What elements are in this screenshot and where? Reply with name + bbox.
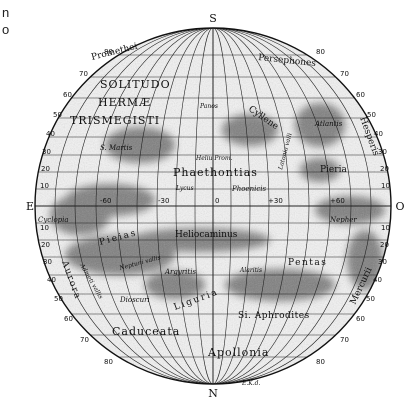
label-s-martis: S. Martis (100, 144, 133, 152)
svg-text:70: 70 (340, 70, 349, 78)
label-phaethontias: Phaethontias (173, 166, 258, 179)
svg-text:80: 80 (316, 358, 325, 366)
svg-text:40: 40 (47, 276, 56, 284)
svg-text:-30: -30 (158, 197, 169, 205)
latitude-labels-left: 10 20 30 40 50 60 70 80 10 20 30 40 50 6… (40, 48, 113, 366)
svg-text:60: 60 (356, 91, 365, 99)
graticule (35, 28, 391, 384)
label-nepher: Nepher (329, 216, 357, 224)
svg-text:30: 30 (378, 148, 387, 156)
label-hermae: HERMÆ (98, 96, 151, 109)
label-cyclopia: Cyclopia (38, 216, 69, 224)
svg-text:60: 60 (64, 315, 73, 323)
svg-text:60: 60 (63, 91, 72, 99)
cardinal-right: O (395, 200, 404, 213)
svg-text:70: 70 (80, 336, 89, 344)
label-heliu-prom: Heliu Prom. (195, 155, 233, 162)
label-alaritis: Alaritis (239, 267, 262, 274)
svg-text:80: 80 (104, 358, 113, 366)
svg-text:10: 10 (40, 224, 49, 232)
svg-text:40: 40 (46, 130, 55, 138)
cardinal-left: E (26, 200, 34, 213)
svg-text:+60: +60 (330, 197, 345, 205)
svg-text:0: 0 (215, 197, 219, 205)
svg-text:10: 10 (381, 182, 390, 190)
caption-fragment-line-2: o (2, 22, 10, 37)
svg-text:30: 30 (378, 258, 387, 266)
caption-fragment-line-1: n (2, 5, 10, 20)
label-trismegisti: TRISMEGISTI (70, 114, 160, 127)
cardinal-top: S (209, 12, 217, 25)
svg-text:20: 20 (41, 165, 50, 173)
label-caduceata: Caduceata (112, 325, 180, 338)
label-si-aphrodites: Si. Aphrodites (238, 311, 310, 321)
svg-text:20: 20 (380, 241, 389, 249)
svg-text:-60: -60 (100, 197, 111, 205)
label-solitudo: SOLITUDO (100, 78, 171, 91)
svg-text:40: 40 (374, 130, 383, 138)
label-heliocaminus: Heliocaminus (175, 230, 238, 240)
svg-text:70: 70 (340, 336, 349, 344)
svg-text:40: 40 (373, 276, 382, 284)
svg-text:60: 60 (356, 315, 365, 323)
label-dioscuri: Dioscuri (119, 296, 150, 304)
svg-text:50: 50 (367, 111, 376, 119)
label-panos: Panos (199, 103, 218, 110)
label-lycus: Lycus (175, 185, 194, 192)
label-atlantis: Atlantis (314, 120, 343, 128)
svg-text:20: 20 (41, 241, 50, 249)
cropped-caption-fragment: n o (2, 4, 9, 38)
svg-text:50: 50 (53, 111, 62, 119)
signature: E.K.d. (241, 380, 261, 387)
svg-text:10: 10 (381, 224, 390, 232)
svg-text:50: 50 (366, 295, 375, 303)
svg-text:80: 80 (316, 48, 325, 56)
latitude-labels-right: 10 20 30 40 50 60 70 80 10 20 30 40 50 6… (316, 48, 390, 366)
svg-text:10: 10 (40, 182, 49, 190)
svg-text:+30: +30 (268, 197, 283, 205)
label-apollonia: Apollonia (207, 346, 269, 359)
label-phoenicis: Phoenicis (231, 185, 266, 193)
svg-text:50: 50 (54, 295, 63, 303)
label-pieria: Pieria (320, 165, 347, 175)
label-pentas: Pentas (288, 258, 327, 268)
svg-text:80: 80 (104, 48, 113, 56)
label-argyritis: Argyritis (164, 268, 196, 276)
svg-text:70: 70 (79, 70, 88, 78)
disk-outline (34, 27, 392, 385)
cardinal-bottom: N (208, 387, 218, 400)
svg-text:30: 30 (43, 258, 52, 266)
svg-text:20: 20 (380, 165, 389, 173)
svg-text:30: 30 (42, 148, 51, 156)
equator-marks: -60 -30 0 +30 +60 (100, 197, 345, 205)
